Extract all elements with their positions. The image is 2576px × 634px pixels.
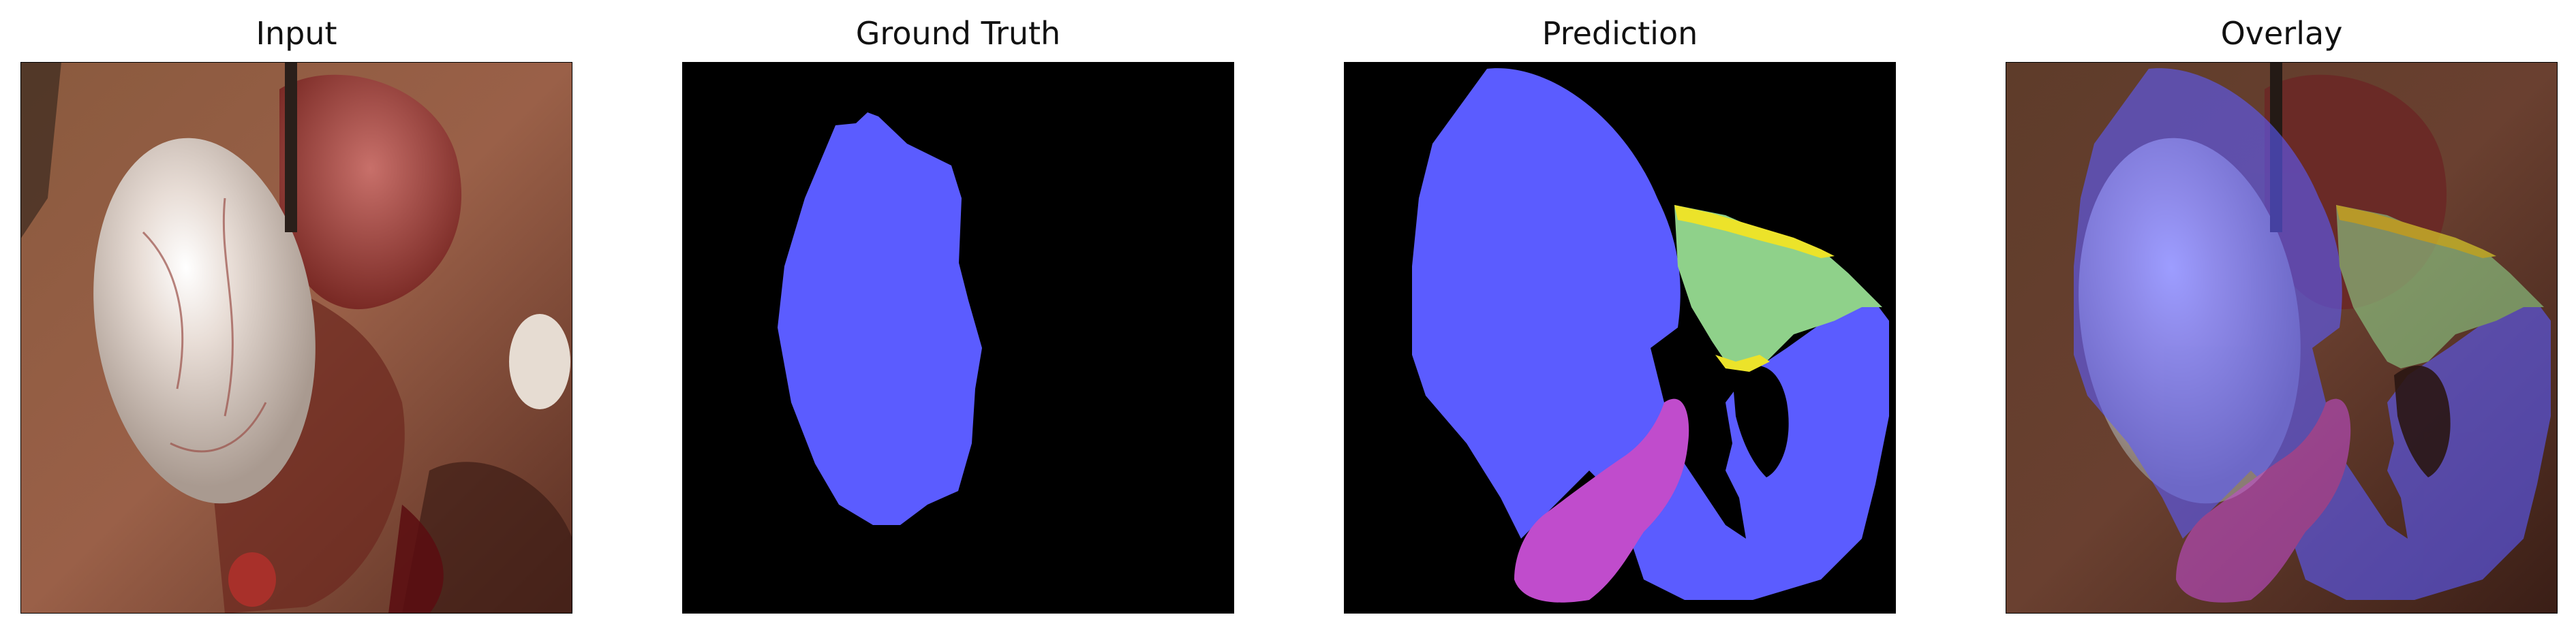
panel-title-input: Input: [256, 15, 337, 52]
input-image: [20, 62, 572, 614]
gt-region-blue: [778, 112, 982, 525]
pred-region-green: [1674, 205, 1882, 368]
panel-title-prediction: Prediction: [1542, 15, 1698, 52]
panel-ground-truth: Ground Truth: [682, 0, 1234, 634]
overlay-image: [2006, 62, 2558, 614]
pred-region-magenta: [1514, 398, 1689, 603]
pred-region-yellow: [1674, 205, 1835, 258]
panel-overlay: Overlay: [2006, 0, 2558, 634]
panel-input: Input: [20, 0, 572, 634]
prediction-mask: [1344, 62, 1896, 614]
pred-hole: [1732, 365, 1789, 477]
panel-title-overlay: Overlay: [2220, 15, 2343, 52]
ground-truth-mask: [682, 62, 1234, 614]
panel-prediction: Prediction: [1344, 0, 1896, 634]
panel-title-ground-truth: Ground Truth: [855, 15, 1061, 52]
